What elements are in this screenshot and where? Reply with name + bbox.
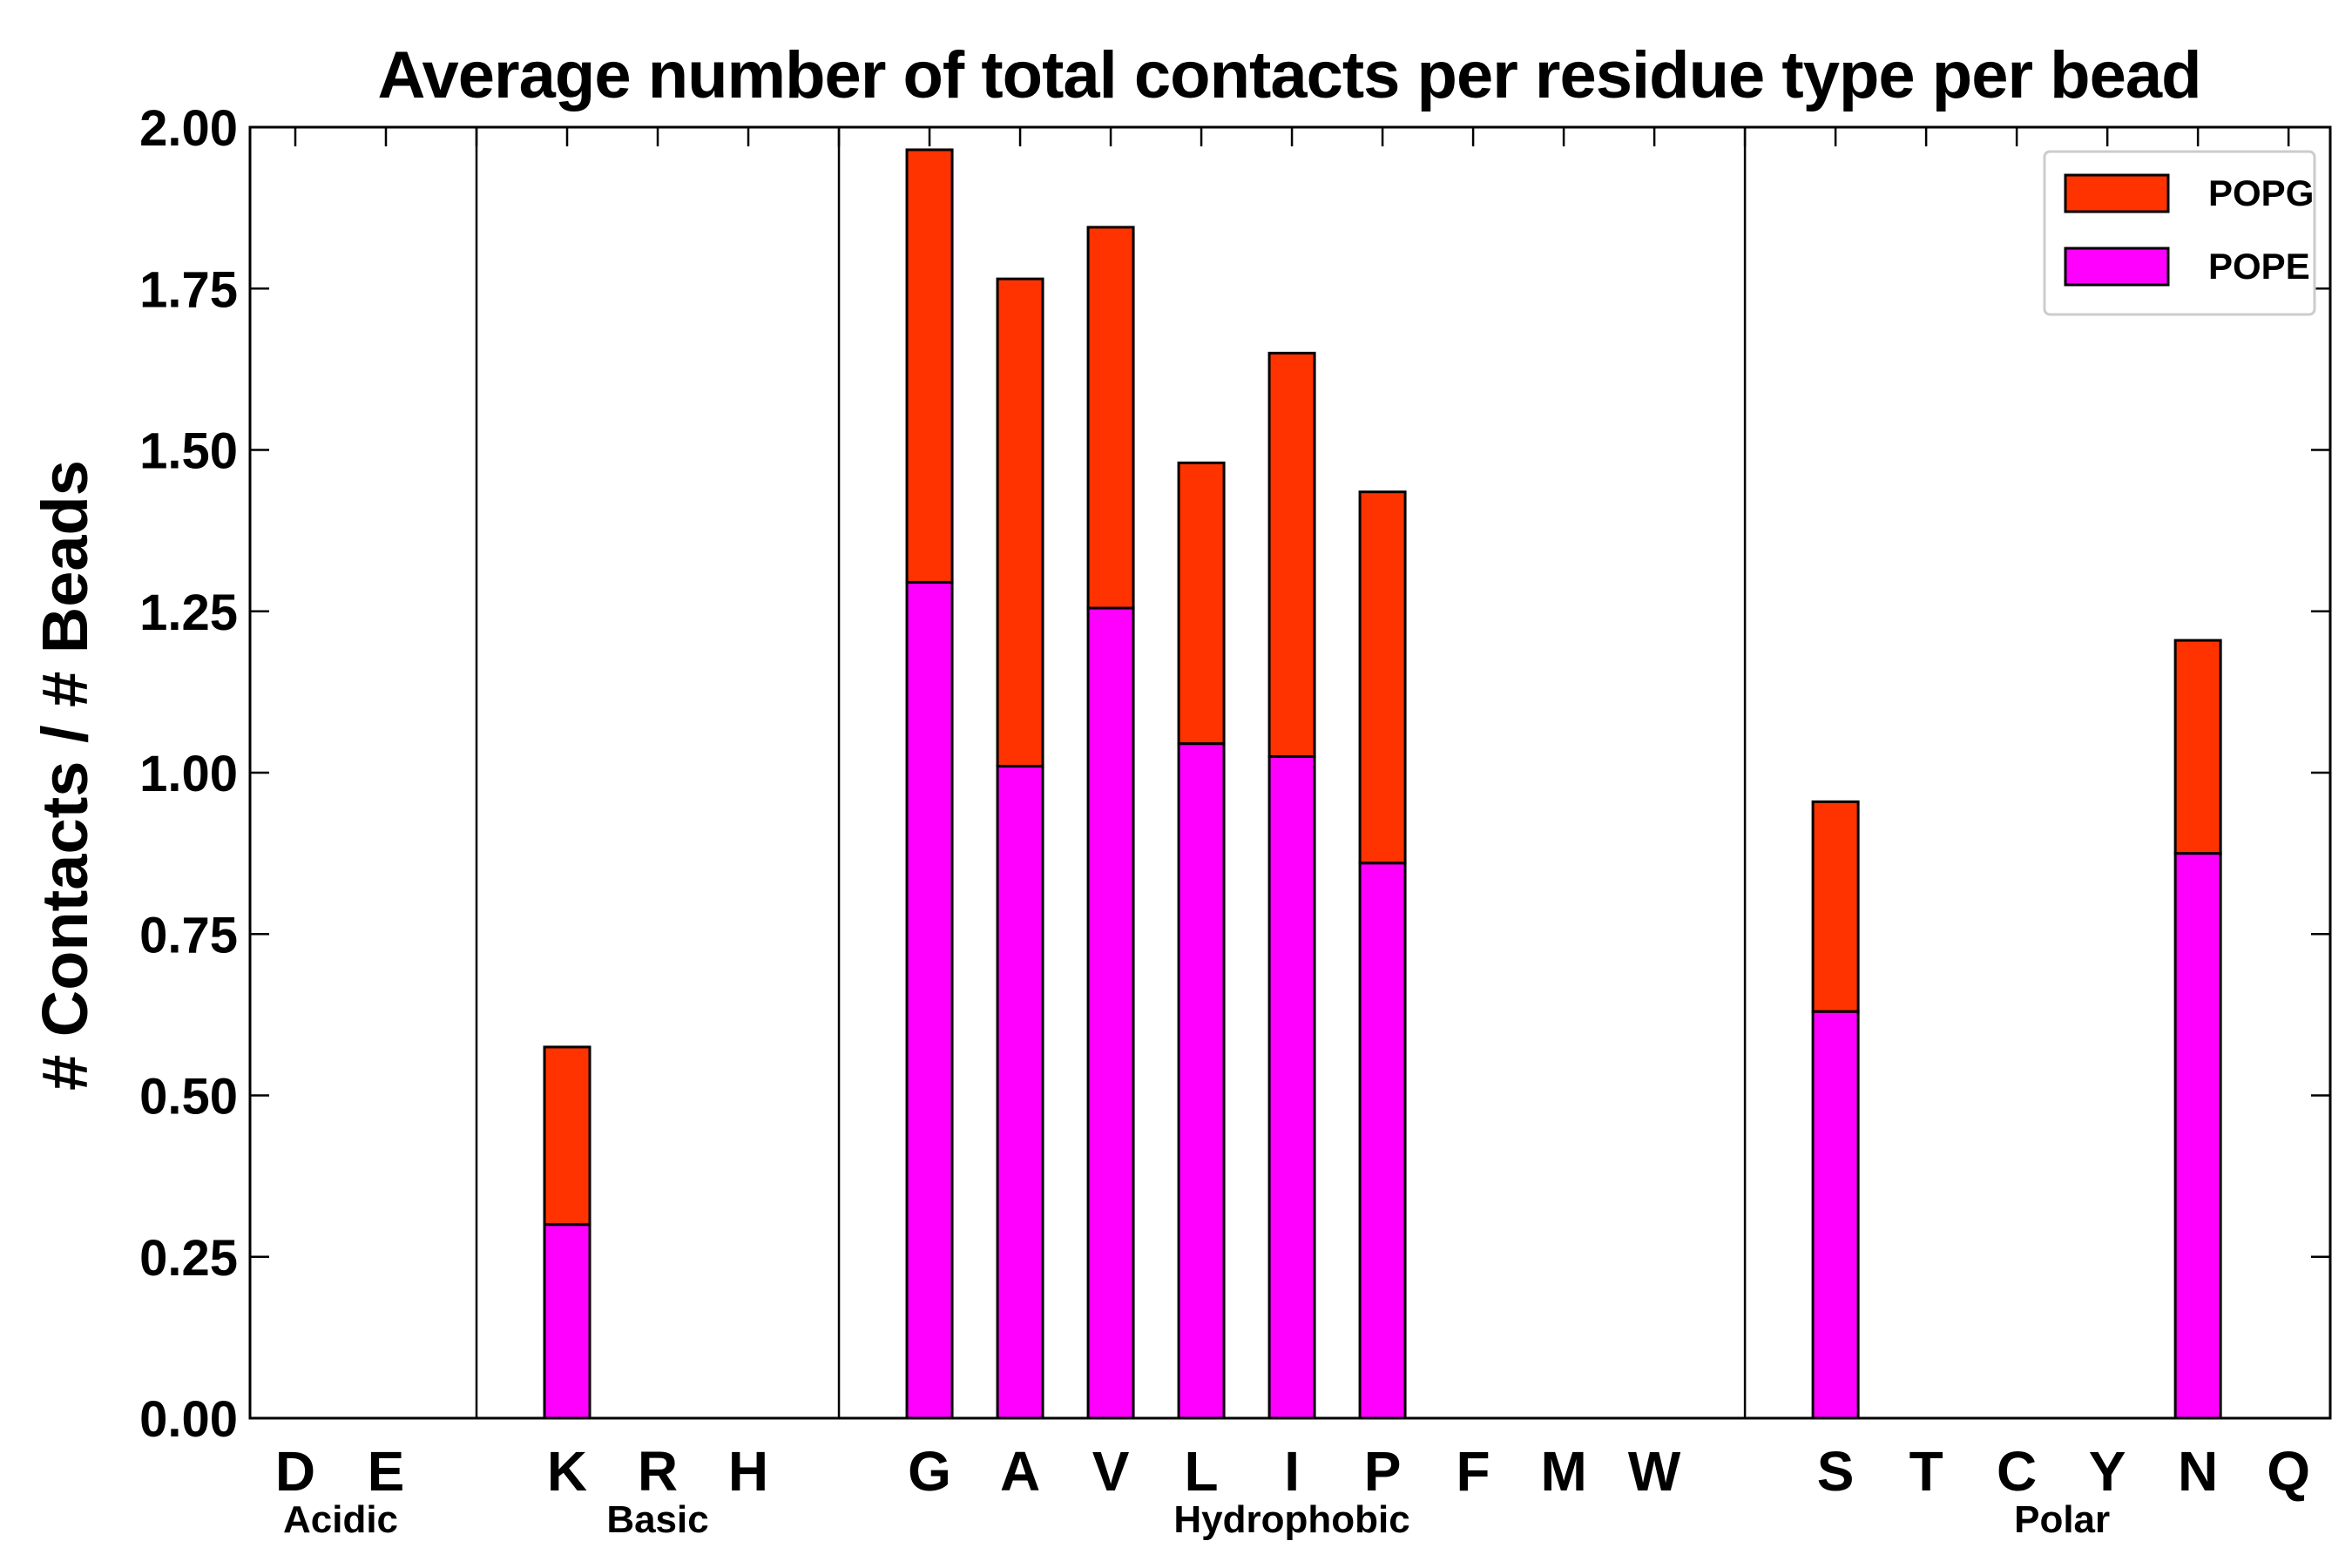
bar-popg-N-21 (2173, 639, 2222, 855)
y-tick-label: 1.00 (139, 746, 238, 802)
bar-popg-P-12 (1358, 490, 1407, 865)
y-axis-label: # Contacts / # Beads (29, 460, 101, 1091)
x-tick-label-W: W (1628, 1440, 1681, 1503)
x-tick-label-C: C (1997, 1440, 2037, 1503)
x-tick-label-R: R (638, 1440, 678, 1503)
bar-pope-L-10 (1177, 742, 1226, 1420)
bar-pope-S-17 (1811, 1010, 1860, 1420)
group-label-polar: Polar (2014, 1498, 2110, 1541)
x-tick-label-A: A (1000, 1440, 1040, 1503)
y-tick-label: 1.75 (139, 261, 238, 318)
bar-pope-N-21 (2173, 852, 2222, 1420)
x-tick-label-P: P (1364, 1440, 1402, 1503)
x-tick-label-L: L (1185, 1440, 1219, 1503)
legend-swatch-popg (2064, 173, 2170, 213)
bar-popg-K-3 (543, 1045, 591, 1227)
x-tick-label-V: V (1092, 1440, 1130, 1503)
chart-title: Average number of total contacts per res… (377, 38, 2200, 112)
bar-pope-K-3 (543, 1223, 591, 1420)
legend-swatch-pope (2064, 247, 2170, 287)
bar-pope-I-11 (1267, 754, 1316, 1420)
x-tick-label-H: H (728, 1440, 768, 1503)
group-label-hydrophobic: Hydrophobic (1173, 1498, 1409, 1541)
bar-pope-V-9 (1086, 606, 1135, 1420)
y-tick-label: 0.50 (139, 1069, 238, 1125)
x-tick-label-K: K (547, 1440, 587, 1503)
x-tick-label-S: S (1817, 1440, 1855, 1503)
y-tick-label: 0.00 (139, 1391, 238, 1448)
legend-label-pope: POPE (2208, 246, 2310, 287)
x-tick-label-G: G (908, 1440, 951, 1503)
y-tick-label: 1.25 (139, 585, 238, 641)
bar-popg-G-7 (905, 148, 954, 584)
legend-label-popg: POPG (2208, 172, 2314, 213)
bar-popg-L-10 (1177, 461, 1226, 746)
x-tick-label-F: F (1456, 1440, 1490, 1503)
group-label-acidic: Acidic (283, 1498, 398, 1541)
bar-popg-I-11 (1267, 351, 1316, 758)
bar-popg-V-9 (1086, 226, 1135, 610)
y-tick-label: 0.75 (139, 907, 238, 963)
x-tick-label-I: I (1284, 1440, 1300, 1503)
group-label-basic: Basic (606, 1498, 708, 1541)
x-tick-label-Y: Y (2089, 1440, 2126, 1503)
x-tick-label-Q: Q (2267, 1440, 2310, 1503)
bar-popg-A-8 (996, 277, 1044, 768)
y-tick-label: 2.00 (139, 100, 238, 157)
x-tick-label-N: N (2178, 1440, 2218, 1503)
plot-area: 0.00 0.25 0.50 0.75 1.00 1.25 1.50 1.75 2.00 D E K R… (139, 100, 2332, 1541)
x-tick-label-E: E (368, 1440, 405, 1503)
bar-popg-S-17 (1811, 800, 1860, 1013)
x-tick-label-M: M (1540, 1440, 1586, 1503)
x-tick-label-D: D (275, 1440, 315, 1503)
y-tick-label: 1.50 (139, 423, 238, 480)
bar-pope-A-8 (996, 765, 1044, 1420)
y-tick-label: 0.25 (139, 1230, 238, 1287)
bar-pope-P-12 (1358, 862, 1407, 1420)
bar-pope-G-7 (905, 580, 954, 1420)
x-tick-label-T: T (1909, 1440, 1943, 1503)
